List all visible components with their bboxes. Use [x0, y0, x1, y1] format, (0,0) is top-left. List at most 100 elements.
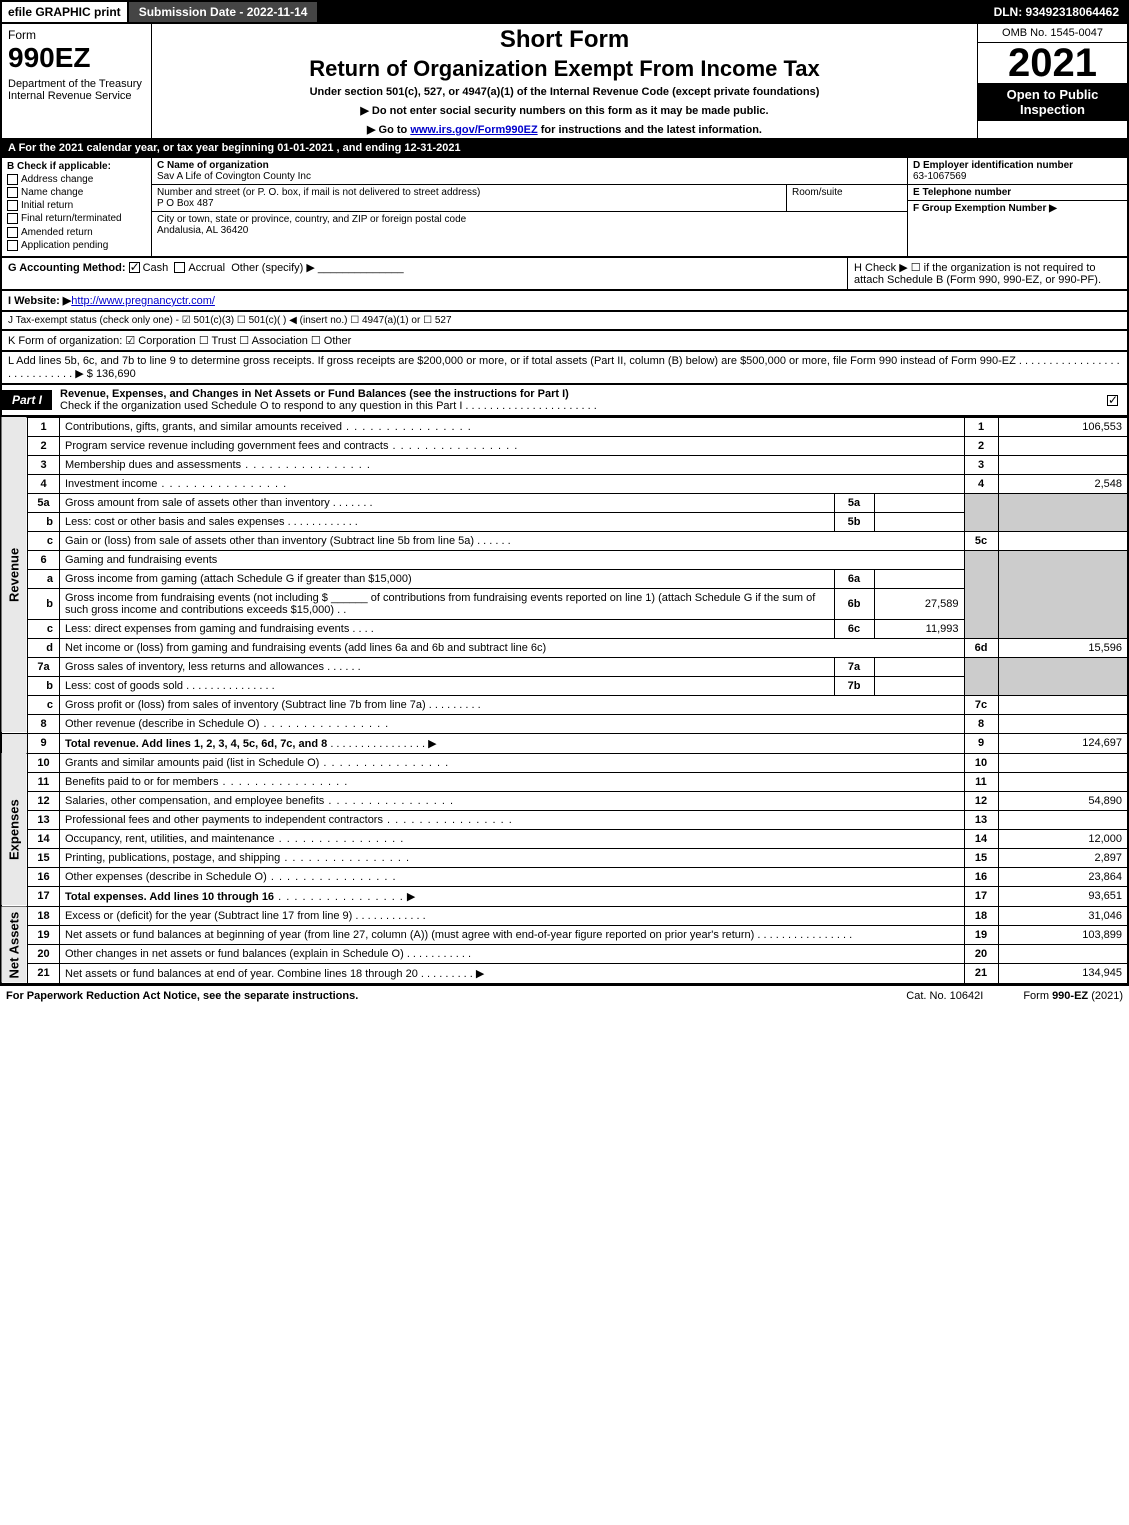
line-18-desc: Excess or (deficit) for the year (Subtra…	[65, 910, 352, 922]
line-7c-desc: Gross profit or (loss) from sales of inv…	[65, 699, 426, 711]
irs-label: Internal Revenue Service	[8, 90, 145, 102]
part-1-schedule-o-check[interactable]	[1107, 393, 1127, 407]
line-19-desc: Net assets or fund balances at beginning…	[65, 929, 754, 941]
line-3-desc: Membership dues and assessments	[65, 459, 241, 471]
submission-date: Submission Date - 2022-11-14	[129, 2, 320, 22]
dln-label: DLN: 93492318064462	[986, 2, 1127, 22]
line-16-amt: 23,864	[998, 867, 1128, 886]
line-6c-val: 11,993	[874, 619, 964, 638]
chk-cash[interactable]	[129, 262, 140, 273]
line-2-desc: Program service revenue including govern…	[65, 440, 388, 452]
chk-name-change[interactable]: Name change	[7, 187, 146, 198]
open-public-box: Open to Public Inspection	[978, 83, 1127, 121]
line-18-amt: 31,046	[998, 906, 1128, 925]
line-12-desc: Salaries, other compensation, and employ…	[65, 795, 324, 807]
line-6a-desc: Gross income from gaming (attach Schedul…	[60, 569, 835, 588]
form-version: Form 990-EZ (2021)	[1023, 990, 1123, 1002]
website-link[interactable]: http://www.pregnancyctr.com/	[71, 295, 215, 307]
short-form-title: Short Form	[158, 26, 971, 54]
form-word: Form	[8, 28, 145, 42]
chk-final-return[interactable]: Final return/terminated	[7, 213, 146, 224]
line-i-website: I Website: ▶http://www.pregnancyctr.com/	[0, 291, 1129, 312]
page-footer: For Paperwork Reduction Act Notice, see …	[0, 985, 1129, 1006]
ssn-warning: ▶ Do not enter social security numbers o…	[158, 104, 971, 117]
chk-initial-return[interactable]: Initial return	[7, 200, 146, 211]
room-suite-cell: Room/suite	[787, 185, 907, 211]
line-6d-amt: 15,596	[998, 638, 1128, 657]
under-section: Under section 501(c), 527, or 4947(a)(1)…	[158, 86, 971, 98]
line-21-amt: 134,945	[998, 963, 1128, 984]
section-c: C Name of organization Sav A Life of Cov…	[152, 158, 907, 256]
part-1-table: Revenue 1 Contributions, gifts, grants, …	[0, 417, 1129, 985]
section-b: B Check if applicable: Address change Na…	[2, 158, 152, 256]
revenue-side-label: Revenue	[1, 417, 28, 733]
paperwork-notice: For Paperwork Reduction Act Notice, see …	[6, 990, 358, 1002]
return-title: Return of Organization Exempt From Incom…	[158, 56, 971, 82]
b-title: B Check if applicable:	[7, 161, 111, 172]
street-cell: Number and street (or P. O. box, if mail…	[152, 185, 787, 211]
line-k-form-org: K Form of organization: ☑ Corporation ☐ …	[0, 331, 1129, 352]
line-7a-desc: Gross sales of inventory, less returns a…	[65, 661, 324, 673]
dept-treasury: Department of the Treasury	[8, 78, 145, 90]
org-name-cell: C Name of organization Sav A Life of Cov…	[152, 158, 907, 185]
line-17-desc: Total expenses. Add lines 10 through 16	[65, 891, 274, 903]
row-a-calendar: A For the 2021 calendar year, or tax yea…	[0, 140, 1129, 158]
section-def: D Employer identification number 63-1067…	[907, 158, 1127, 256]
city-value: Andalusia, AL 36420	[157, 225, 902, 236]
form-header: Form 990EZ Department of the Treasury In…	[0, 24, 1129, 140]
ein-value: 63-1067569	[913, 171, 1122, 182]
line-6b-desc: Gross income from fundraising events (no…	[60, 588, 835, 619]
chk-application-pending[interactable]: Application pending	[7, 240, 146, 251]
line-9-desc: Total revenue. Add lines 1, 2, 3, 4, 5c,…	[65, 738, 327, 750]
line-5b-desc: Less: cost or other basis and sales expe…	[65, 516, 285, 528]
line-14-amt: 12,000	[998, 829, 1128, 848]
part-1-header: Part I Revenue, Expenses, and Changes in…	[0, 385, 1129, 417]
line-6c-desc: Less: direct expenses from gaming and fu…	[65, 623, 349, 635]
line-21-desc: Net assets or fund balances at end of ye…	[65, 968, 418, 980]
line-l-gross-receipts: L Add lines 5b, 6c, and 7b to line 9 to …	[0, 352, 1129, 385]
line-16-desc: Other expenses (describe in Schedule O)	[65, 871, 267, 883]
line-g-h: G Accounting Method: Cash Accrual Other …	[0, 258, 1129, 291]
group-exemption-cell: F Group Exemption Number ▶	[908, 201, 1127, 256]
line-9-amt: 124,697	[998, 733, 1128, 753]
telephone-cell: E Telephone number	[908, 185, 1127, 201]
irs-link[interactable]: www.irs.gov/Form990EZ	[410, 124, 537, 136]
chk-accrual[interactable]	[174, 262, 185, 273]
line-15-amt: 2,897	[998, 848, 1128, 867]
efile-print-label[interactable]: efile GRAPHIC print	[2, 2, 129, 22]
chk-address-change[interactable]: Address change	[7, 174, 146, 185]
line-17-amt: 93,651	[998, 886, 1128, 906]
form-title-block: Short Form Return of Organization Exempt…	[152, 24, 977, 138]
line-4-amt: 2,548	[998, 474, 1128, 493]
line-4-desc: Investment income	[65, 478, 157, 490]
net-assets-side-label: Net Assets	[1, 906, 28, 984]
line-12-amt: 54,890	[998, 791, 1128, 810]
header-right-block: OMB No. 1545-0047 2021 Open to Public In…	[977, 24, 1127, 138]
line-5c-desc: Gain or (loss) from sale of assets other…	[65, 535, 474, 547]
line-15-desc: Printing, publications, postage, and shi…	[65, 852, 280, 864]
line-h: H Check ▶ ☐ if the organization is not r…	[847, 258, 1127, 289]
line-6-desc: Gaming and fundraising events	[60, 550, 965, 569]
part-1-tab: Part I	[2, 390, 52, 410]
line-11-desc: Benefits paid to or for members	[65, 776, 218, 788]
chk-amended-return[interactable]: Amended return	[7, 227, 146, 238]
ein-cell: D Employer identification number 63-1067…	[908, 158, 1127, 185]
part-1-title: Revenue, Expenses, and Changes in Net As…	[52, 385, 605, 415]
line-8-desc: Other revenue (describe in Schedule O)	[65, 718, 259, 730]
line-5a-desc: Gross amount from sale of assets other t…	[65, 497, 330, 509]
street-value: P O Box 487	[157, 198, 781, 209]
accounting-method: G Accounting Method: Cash Accrual Other …	[2, 258, 847, 289]
top-bar: efile GRAPHIC print Submission Date - 20…	[0, 0, 1129, 24]
expenses-side-label: Expenses	[1, 753, 28, 906]
catalog-number: Cat. No. 10642I	[906, 990, 983, 1002]
line-7b-desc: Less: cost of goods sold	[65, 680, 183, 692]
gross-receipts-value: 136,690	[96, 368, 136, 380]
form-number: 990EZ	[8, 42, 145, 74]
line-19-amt: 103,899	[998, 925, 1128, 944]
info-grid: B Check if applicable: Address change Na…	[0, 158, 1129, 258]
form-id-block: Form 990EZ Department of the Treasury In…	[2, 24, 152, 138]
line-14-desc: Occupancy, rent, utilities, and maintena…	[65, 833, 275, 845]
city-cell: City or town, state or province, country…	[152, 212, 907, 238]
tax-year: 2021	[978, 43, 1127, 83]
goto-line: ▶ Go to www.irs.gov/Form990EZ for instru…	[158, 123, 971, 136]
